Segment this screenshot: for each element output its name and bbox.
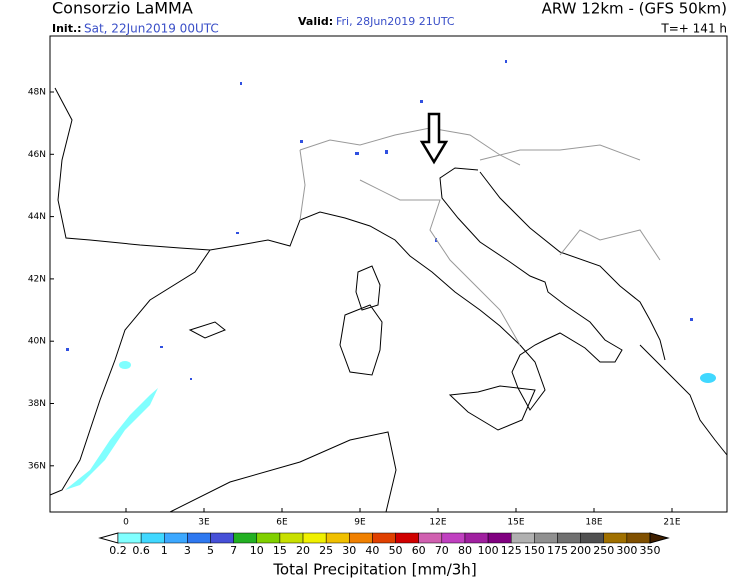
colorbar-box (464, 532, 489, 544)
colorbar-label: 40 (365, 544, 379, 557)
colorbar-end (649, 532, 670, 544)
colorbar-label: 300 (616, 544, 637, 557)
valid-label: Valid: (298, 15, 333, 28)
lat-label: 36N (28, 461, 46, 471)
colorbar-box (140, 532, 165, 544)
colorbar-label: 3 (184, 544, 191, 557)
colorbar-box (441, 532, 466, 544)
lat-label: 38N (28, 399, 46, 409)
colorbar-label: 200 (570, 544, 591, 557)
colorbar-box (580, 532, 604, 544)
colorbar-label: 5 (207, 544, 214, 557)
colorbar-label: 50 (389, 544, 403, 557)
precip-specks (66, 60, 693, 380)
colorbar-box (210, 532, 234, 544)
lat-label: 40N (28, 337, 46, 347)
colorbar-box (187, 532, 211, 544)
colorbar-box (302, 532, 327, 544)
valid-time: Fri, 28Jun2019 21UTC (336, 15, 455, 28)
colorbar-box (279, 532, 304, 544)
lon-label: 0 (123, 518, 129, 528)
colorbar-box (534, 532, 558, 544)
lon-label: 6E (276, 518, 288, 528)
init-time: Sat, 22Jun2019 00UTC (84, 22, 219, 36)
colorbar-label: 1 (161, 544, 168, 557)
lon-label: 9E (354, 518, 366, 528)
colorbar-box (372, 532, 396, 544)
colorbar-label: 80 (458, 544, 472, 557)
lon-labels: 0 3E 6E 9E 12E 15E 18E 21E (123, 508, 681, 528)
colorbar-label: 30 (342, 544, 356, 557)
title: Consorzio LaMMA (52, 0, 193, 18)
colorbar-label: 10 (250, 544, 264, 557)
lon-label: 15E (507, 518, 524, 528)
colorbar-label: 20 (296, 544, 310, 557)
lat-label: 48N (28, 88, 46, 98)
colorbar-box (117, 532, 142, 544)
colorbar-label: 7 (230, 544, 237, 557)
colorbar: 0.2 0.6 1 3 5 7 10 15 20 25 30 40 50 60 70 80 100 125 150 1… (98, 532, 670, 557)
colorbar-box (626, 532, 651, 544)
colorbar-label: 0.2 (109, 544, 127, 557)
lon-label: 21E (663, 518, 680, 528)
colorbar-label: 250 (593, 544, 614, 557)
precip-area (700, 373, 716, 383)
precip-area (119, 361, 131, 369)
map: 48N 46N 44N 42N 40N 38N 36N 0 3E 6E 9E 12E 15E 18E 21… (28, 35, 728, 528)
precipitation (65, 60, 716, 490)
colorbar-box (487, 532, 512, 544)
colorbar-label: 15 (273, 544, 287, 557)
colorbar-box (418, 532, 443, 544)
arrow-marker (419, 112, 449, 165)
colorbar-box (395, 532, 419, 544)
colorbar-label: 0.6 (132, 544, 150, 557)
lat-labels: 48N 46N 44N 42N 40N 38N 36N (28, 88, 54, 471)
colorbar-label: 60 (412, 544, 426, 557)
colorbar-box (164, 532, 188, 544)
lat-label: 46N (28, 150, 46, 160)
colorbar-label: 175 (547, 544, 568, 557)
lead-time: T=+ 141 h (660, 22, 727, 36)
map-frame (49, 35, 728, 513)
model: ARW 12km - (GFS 50km) (542, 0, 727, 18)
colorbar-box (557, 532, 581, 544)
colorbar-box (349, 532, 373, 544)
colorbar-box (256, 532, 281, 544)
init-label: Init.: (52, 22, 82, 35)
lat-label: 44N (28, 212, 46, 222)
colorbar-label: 350 (640, 544, 661, 557)
coastlines (49, 87, 728, 513)
lat-label: 42N (28, 274, 46, 284)
colorbar-end (98, 532, 119, 544)
colorbar-label: 125 (501, 544, 522, 557)
lon-label: 18E (585, 518, 602, 528)
colorbar-box (233, 532, 258, 544)
precip-area (65, 388, 158, 490)
colorbar-label: 150 (524, 544, 545, 557)
colorbar-box (603, 532, 628, 544)
lon-label: 3E (198, 518, 210, 528)
colorbar-title: Total Precipitation [mm/3h] (272, 561, 476, 579)
lon-label: 12E (429, 518, 446, 528)
colorbar-box (325, 532, 350, 544)
colorbar-box (510, 532, 535, 544)
colorbar-label: 100 (478, 544, 499, 557)
borders (299, 127, 661, 346)
colorbar-label: 70 (435, 544, 449, 557)
colorbar-label: 25 (319, 544, 333, 557)
